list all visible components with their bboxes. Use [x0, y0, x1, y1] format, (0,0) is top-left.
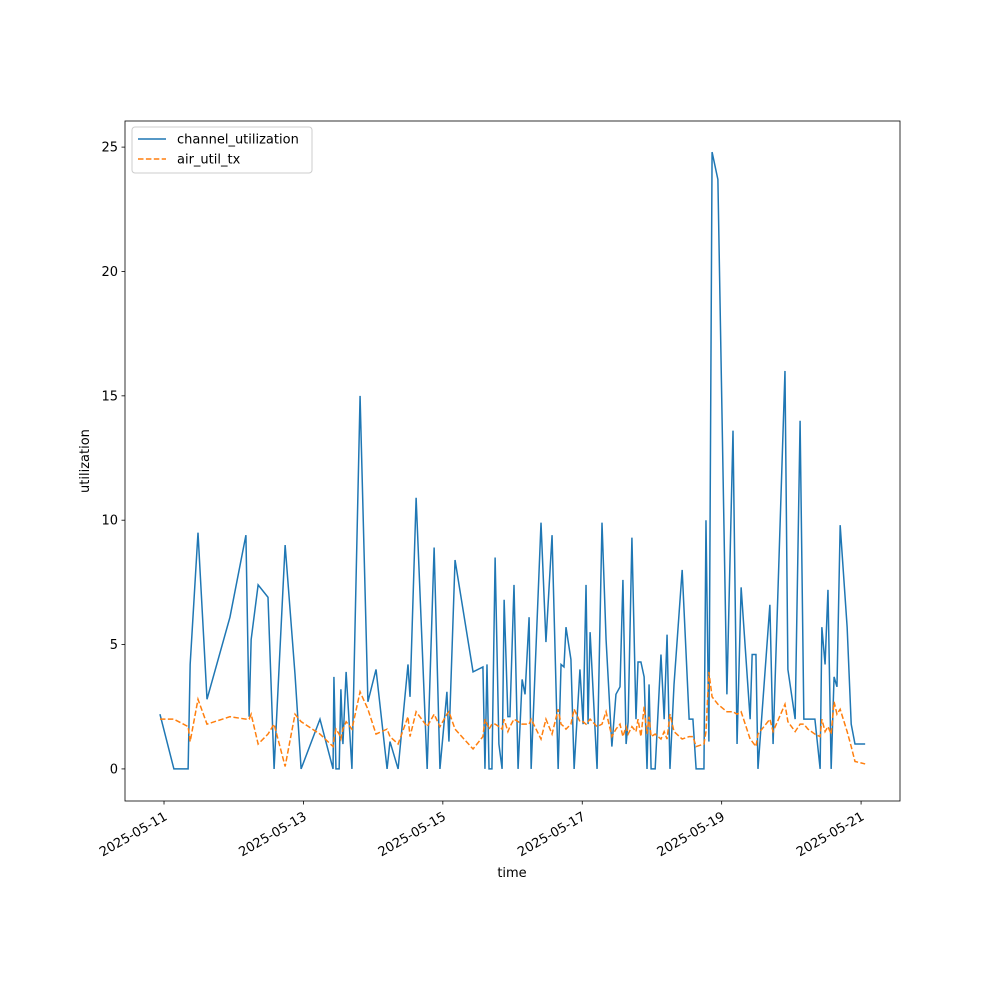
- x-tick-label: 2025-05-17: [515, 809, 588, 860]
- x-tick-label: 2025-05-21: [794, 809, 867, 860]
- data-line: [159, 151, 866, 770]
- legend-label: air_util_tx: [177, 153, 241, 168]
- y-tick-label: 20: [101, 265, 118, 280]
- x-axis-label: time: [497, 866, 526, 881]
- y-tick-label: 0: [110, 762, 118, 777]
- y-axis-label: utilization: [78, 429, 93, 493]
- y-tick-label: 5: [110, 638, 118, 653]
- legend-label: channel_utilization: [177, 133, 299, 148]
- legend-box: [131, 126, 313, 174]
- x-tick-label: 2025-05-19: [655, 809, 728, 860]
- plot-area: [159, 151, 866, 770]
- plot-frame: [124, 120, 901, 802]
- x-tick-label: 2025-05-13: [236, 809, 309, 860]
- y-tick-label: 25: [101, 141, 118, 156]
- x-tick-label: 2025-05-11: [97, 809, 170, 860]
- y-tick-label: 15: [101, 389, 118, 404]
- data-line: [159, 671, 866, 767]
- y-tick-label: 10: [101, 514, 118, 529]
- x-tick-label: 2025-05-15: [376, 809, 449, 860]
